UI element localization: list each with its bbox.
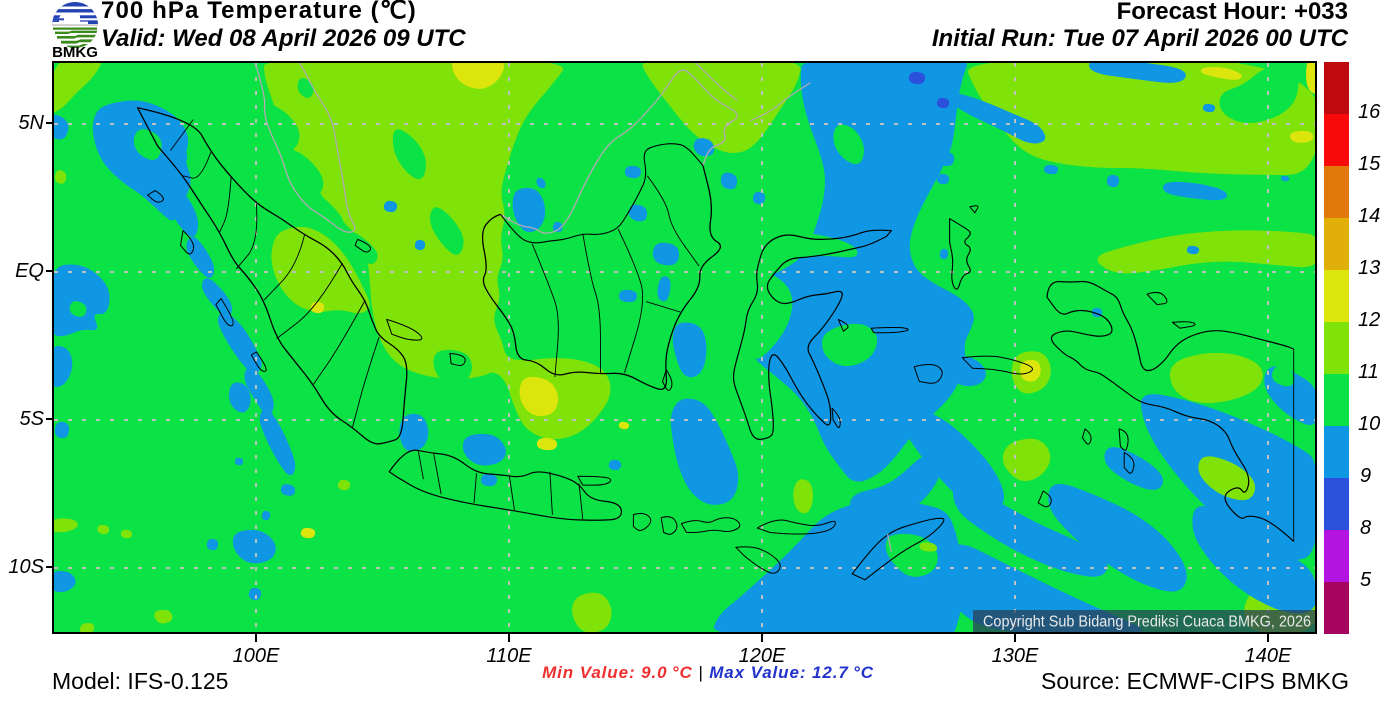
svg-text:Copyright Sub Bidang Prediksi: Copyright Sub Bidang Prediksi Cuaca BMKG… [983, 614, 1311, 631]
